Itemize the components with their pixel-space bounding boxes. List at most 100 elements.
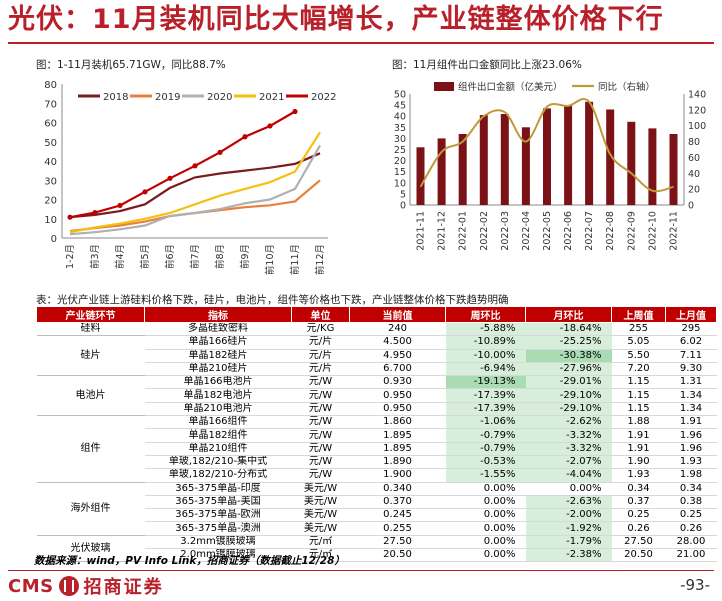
last-week-cell: 20.50 (611, 548, 666, 563)
current-value-cell: 0.950 (349, 388, 446, 403)
group-cell: 电池片 (36, 375, 145, 417)
logo-company-name: 招商证券 (83, 577, 164, 598)
y-tick-label: 70 (44, 99, 57, 110)
group-cell: 组件 (36, 415, 145, 483)
last-month-cell: 0.26 (665, 521, 717, 536)
table-row: 单晶210组件 元/W 1.895 -0.79% -3.32% 1.91 1.96 (37, 442, 717, 456)
y-left-tick-label: 15 (394, 167, 406, 178)
logo-mark-icon (58, 576, 79, 596)
table-row: 硅料 多晶硅致密料 元/KG 240 -5.88% -18.64% 255 295 (36, 322, 717, 337)
mom-cell: -27.96% (525, 362, 612, 377)
last-week-cell: 0.25 (611, 508, 666, 523)
table-row: 单晶210硅片 元/片 6.700 -6.94% -27.96% 7.20 9.30 (37, 362, 717, 377)
last-month-cell: 1.34 (665, 388, 717, 403)
last-month-cell: 1.93 (665, 455, 717, 470)
mom-cell: -2.00% (525, 508, 612, 523)
indicator-cell: 单晶210组件 (144, 442, 292, 456)
data-point-2022 (167, 175, 173, 181)
table-row: 海外组件 365-375单晶-印度 美元/W 0.340 0.00% 0.00% 0.34 0… (36, 482, 717, 536)
legend-label: 2019 (155, 92, 180, 103)
wow-cell: 0.00% (445, 521, 526, 536)
wow-cell: -10.89% (445, 335, 526, 350)
series-line-2021 (69, 131, 321, 234)
export-bar (416, 147, 425, 205)
page-title: 光伏：11月装机同比大幅增长，产业链整体价格下行 (8, 4, 664, 35)
current-value-cell: 1.895 (349, 428, 446, 443)
series-line-2020 (69, 145, 321, 236)
table-row: 组件 单晶166组件 元/W 1.860 -1.06% -2.62% 1.88 1.91 (36, 415, 717, 483)
last-week-cell: 0.34 (611, 482, 666, 496)
figure1-caption: 图：1-11月装机65.71GW，同比88.7% (36, 59, 226, 71)
export-bar (521, 127, 530, 205)
group-cell: 硅料 (36, 322, 145, 337)
export-bar (479, 115, 488, 205)
legend-label: 同比（右轴） (598, 81, 655, 93)
y-left-tick-label: 35 (394, 123, 406, 134)
wow-cell: -5.88% (445, 322, 526, 337)
wow-cell: -1.06% (445, 415, 526, 430)
x-tick-label: 前12月 (314, 244, 326, 275)
indicator-cell: 单晶182硅片 (144, 349, 292, 363)
y-right-tick-label: 120 (688, 105, 706, 116)
export-bar (458, 134, 467, 205)
mom-cell: -1.79% (525, 535, 612, 550)
x-tick-label: 前6月 (164, 244, 176, 269)
unit-cell: 元/片 (291, 349, 350, 363)
current-value-cell: 4.950 (349, 349, 446, 363)
unit-cell: 美元/W (291, 495, 350, 510)
last-week-cell: 5.05 (611, 335, 666, 350)
export-bar (606, 109, 615, 205)
current-value-cell: 0.370 (349, 495, 446, 510)
header-cell: 指标 (144, 306, 292, 323)
mom-cell: -29.10% (525, 388, 612, 403)
indicator-cell: 单晶210电池片 (144, 402, 292, 417)
table-row: 光伏玻璃 3.2mm镀膜玻璃 元/㎡ 27.50 0.00% -1.79% 27.50 28.… (36, 535, 717, 563)
header-cell: 当前值 (349, 306, 446, 323)
indicator-cell: 3.2mm镀膜玻璃 (144, 535, 292, 550)
y-tick-label: 20 (44, 196, 57, 207)
y-right-tick-label: 40 (688, 169, 700, 180)
last-week-cell: 1.90 (611, 455, 666, 470)
x-tick-label: 2022-04 (521, 211, 532, 251)
header-cell: 上月值 (665, 306, 717, 323)
y-left-tick-label: 45 (394, 101, 406, 112)
unit-cell: 元/㎡ (291, 535, 350, 550)
y-left-tick-label: 30 (394, 134, 406, 145)
last-week-cell: 0.37 (611, 495, 666, 510)
wow-cell: 0.00% (445, 495, 526, 510)
header-cell: 上周值 (611, 306, 666, 323)
last-week-cell: 0.26 (611, 521, 666, 536)
indicator-cell: 单玻,182/210-分布式 (144, 468, 292, 483)
current-value-cell: 240 (349, 322, 446, 337)
table-row: 365-375单晶-欧洲 美元/W 0.245 0.00% -2.00% 0.25 0.25 (37, 508, 717, 523)
mom-cell: -18.64% (525, 322, 612, 337)
group-cell: 海外组件 (36, 482, 145, 536)
y-left-tick-label: 0 (400, 201, 406, 212)
table-row: 硅片 单晶166硅片 元/片 4.500 -10.89% -25.25% 5.05 6.02 (36, 335, 717, 377)
last-month-cell: 0.25 (665, 508, 717, 523)
y-left-tick-label: 5 (400, 189, 406, 200)
last-week-cell: 255 (611, 322, 666, 337)
current-value-cell: 6.700 (349, 362, 446, 377)
data-point-2022 (142, 189, 148, 195)
indicator-cell: 单晶166硅片 (144, 335, 292, 350)
table-row: 单晶210电池片 元/W 0.950 -17.39% -29.10% 1.15 1.34 (37, 402, 717, 417)
unit-cell: 元/㎡ (291, 548, 350, 563)
unit-cell: 元/W (291, 428, 350, 443)
y-left-tick-label: 40 (394, 112, 406, 123)
wow-cell: 0.00% (445, 535, 526, 550)
unit-cell: 美元/W (291, 508, 350, 523)
y-tick-label: 10 (44, 215, 57, 226)
company-logo: CMS 招商证券 (8, 573, 164, 599)
last-week-cell: 1.91 (611, 428, 666, 443)
mom-cell: -4.04% (525, 468, 612, 483)
wow-cell: 0.00% (445, 508, 526, 523)
wow-cell: -19.13% (445, 375, 526, 390)
export-bar (500, 114, 509, 205)
last-week-cell: 5.50 (611, 349, 666, 363)
indicator-cell: 单晶210硅片 (144, 362, 292, 377)
x-tick-label: 2021-12 (437, 211, 448, 251)
x-tick-label: 2022-07 (584, 211, 595, 251)
series-line-2019 (69, 179, 321, 233)
group-cell: 硅片 (36, 335, 145, 377)
